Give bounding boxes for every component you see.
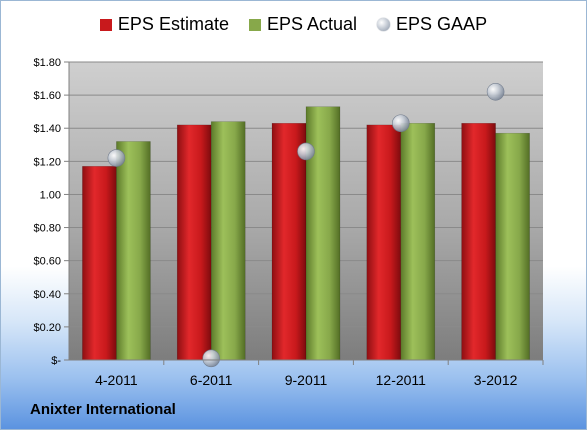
x-tick-label: 3-2012 — [474, 372, 518, 388]
x-tick-label: 4-2011 — [95, 372, 138, 388]
bar-eps-estimate — [176, 124, 212, 361]
bar-eps-actual — [495, 132, 530, 361]
legend-label-gaap: EPS GAAP — [396, 14, 488, 34]
legend-swatch-actual — [248, 18, 261, 31]
y-tick-label: 1.00 — [40, 189, 61, 201]
legend-swatch-estimate — [99, 18, 112, 31]
y-tick-label: $- — [51, 355, 61, 367]
marker-eps-gaap — [486, 83, 505, 101]
legend-item-gaap: EPS GAAP — [377, 14, 487, 35]
bar-eps-estimate — [271, 123, 307, 361]
marker-eps-gaap — [202, 349, 220, 368]
legend-item-actual: EPS Actual — [248, 14, 358, 35]
y-tick-label: $0.20 — [33, 322, 61, 334]
company-name: Anixter International — [30, 401, 176, 418]
bar-eps-estimate — [366, 124, 402, 361]
bar-eps-estimate — [461, 123, 496, 361]
y-tick-label: $1.80 — [33, 57, 61, 69]
legend-label-actual: EPS Actual — [266, 14, 358, 34]
y-tick-label: $0.60 — [33, 256, 61, 268]
bar-eps-actual — [400, 123, 436, 361]
x-axis: 4-2011 6-2011 9-2011 12-2011 3-2012 — [69, 359, 544, 388]
bar-eps-estimate — [82, 166, 117, 361]
legend-label-estimate: EPS Estimate — [117, 14, 229, 34]
y-tick-label: $1.20 — [33, 156, 61, 168]
y-tick-label: $0.80 — [33, 223, 61, 235]
y-tick-label: $1.60 — [33, 90, 61, 102]
marker-eps-gaap — [107, 149, 126, 167]
y-tick-label: $1.40 — [33, 123, 61, 135]
bar-eps-actual — [210, 121, 246, 361]
marker-eps-gaap — [297, 142, 315, 161]
bar-eps-actual — [116, 141, 151, 361]
legend: EPS Estimate EPS Actual EPS GAAP — [0, 14, 587, 35]
gaap-markers — [107, 83, 505, 368]
legend-swatch-gaap — [377, 18, 391, 31]
marker-eps-gaap — [391, 114, 410, 133]
legend-item-estimate: EPS Estimate — [99, 14, 229, 35]
x-tick-label: 6-2011 — [190, 372, 233, 388]
x-tick-label: 12-2011 — [376, 372, 427, 388]
x-tick-label: 9-2011 — [285, 372, 328, 388]
bars — [82, 106, 530, 361]
y-tick-label: $0.40 — [33, 289, 61, 301]
y-axis: $- $0.20 $0.40 $0.60 $0.80 1.00 $1.20 $1.40 $1.6… — [33, 57, 70, 367]
